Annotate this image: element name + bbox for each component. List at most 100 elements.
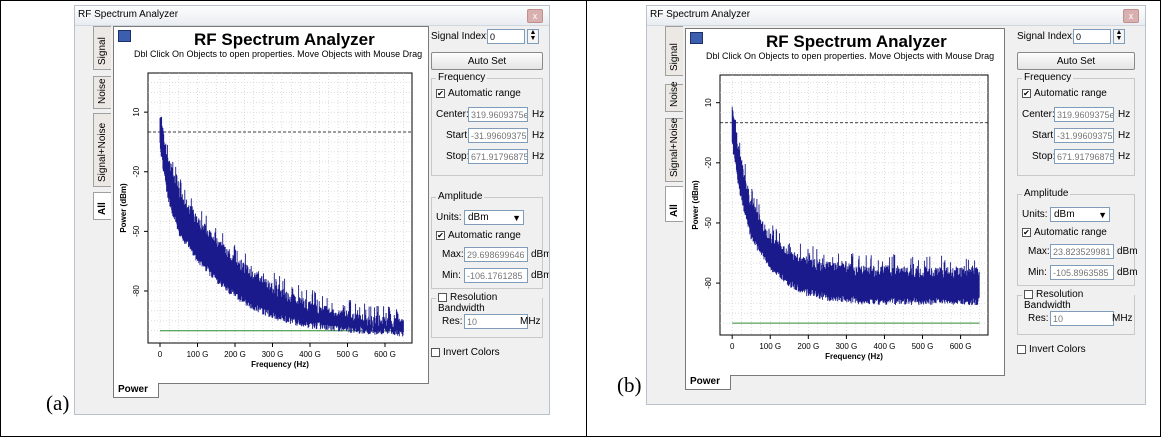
- x-tick-label: 300 G: [835, 342, 857, 351]
- window-titlebar: RF Spectrum Analyzer x: [75, 6, 549, 26]
- tab-label: Signal+Noise: [669, 117, 680, 177]
- max-unit: dBm: [1117, 246, 1138, 257]
- res-input[interactable]: 10: [1050, 311, 1114, 326]
- tab-signal-noise[interactable]: Signal+Noise: [93, 113, 111, 187]
- tab-signal[interactable]: Signal: [93, 26, 111, 70]
- x-tick-label: 500 G: [912, 342, 934, 351]
- amplitude-group-label: Amplitude: [436, 191, 485, 202]
- frequency-group-label: Frequency: [436, 72, 488, 83]
- resolution-group: Resolution Bandwidth Res: 10 MHz: [1017, 289, 1135, 335]
- plot-title: RF Spectrum Analyzer: [766, 32, 947, 51]
- min-input[interactable]: -105.8963585: [1050, 265, 1114, 280]
- resolution-group-label: Resolution Bandwidth: [1024, 289, 1084, 311]
- frequency-auto-range-checkbox[interactable]: ✔ Automatic range: [1022, 88, 1107, 99]
- y-tick-label: 10: [704, 98, 713, 107]
- stop-unit: Hz: [532, 151, 545, 162]
- tab-power[interactable]: Power: [685, 375, 732, 390]
- tab-all[interactable]: All: [665, 186, 683, 222]
- invert-colors-checkbox[interactable]: Invert Colors: [1017, 344, 1086, 355]
- panel-caption: (b): [617, 373, 642, 397]
- x-tick-label: 300 G: [262, 350, 284, 359]
- tab-power[interactable]: Power: [113, 383, 160, 398]
- start-unit: Hz: [1118, 130, 1131, 141]
- amplitude-group-label: Amplitude: [1022, 188, 1071, 199]
- amplitude-auto-range-label: Automatic range: [1034, 227, 1107, 238]
- signal-index-input[interactable]: 0: [1073, 29, 1111, 44]
- plot-panel[interactable]: RF Spectrum Analyzer Dbl Click On Object…: [685, 28, 1005, 376]
- units-value: dBm: [1054, 209, 1075, 220]
- plot-panel[interactable]: RF Spectrum Analyzer Dbl Click On Object…: [113, 26, 429, 384]
- tab-noise[interactable]: Noise: [665, 81, 683, 112]
- spectrum-trace: [731, 106, 980, 306]
- x-tick-label: 500 G: [337, 350, 359, 359]
- frequency-auto-range-label: Automatic range: [1034, 88, 1107, 99]
- min-label: Min:: [442, 270, 461, 281]
- amplitude-auto-range-checkbox[interactable]: ✔ Automatic range: [1022, 227, 1107, 238]
- tab-label: All: [669, 204, 680, 217]
- max-input[interactable]: 29.698699646: [464, 247, 528, 262]
- resolution-checkbox[interactable]: Resolution Bandwidth: [1022, 289, 1134, 311]
- checkbox-icon: [431, 347, 440, 357]
- resolution-group: Resolution Bandwidth Res: 10 MHz: [431, 292, 543, 338]
- tab-signal-noise[interactable]: Signal+Noise: [665, 118, 683, 182]
- start-input[interactable]: -31.99609375: [468, 128, 528, 143]
- spectrum-chart[interactable]: 0 100 G 200 G 300 G 400 G 500 G 600 G 10 -20 -50 -…: [114, 63, 428, 381]
- stop-input[interactable]: 671.91796875: [468, 149, 528, 164]
- x-tick-label: 100 G: [187, 350, 209, 359]
- app-icon: [690, 32, 703, 44]
- invert-colors-checkbox[interactable]: Invert Colors: [431, 347, 500, 358]
- start-input[interactable]: -31.99609375: [1054, 128, 1114, 143]
- center-input[interactable]: 319.9609375e: [468, 107, 528, 122]
- panel-caption: (a): [46, 391, 70, 415]
- amplitude-auto-range-label: Automatic range: [448, 230, 521, 241]
- spectrum-chart[interactable]: 0 100 G 200 G 300 G 400 G 500 G 600 G 10 -20 -50 -…: [686, 65, 1004, 373]
- y-tick-label: -20: [704, 156, 713, 168]
- frequency-group-label: Frequency: [1022, 72, 1074, 83]
- checkbox-icon: ✔: [436, 230, 445, 240]
- y-tick-label: -80: [704, 277, 713, 289]
- tab-noise[interactable]: Noise: [93, 76, 111, 109]
- res-unit: MHz: [1112, 313, 1133, 324]
- center-label: Center:: [436, 109, 469, 120]
- y-axis-title: Power (dBm): [119, 183, 128, 233]
- max-input[interactable]: 23.823529981: [1050, 244, 1114, 259]
- start-label: Start:: [1032, 130, 1056, 141]
- checkbox-icon: [1024, 289, 1033, 299]
- start-unit: Hz: [532, 130, 545, 141]
- y-tick-label: -50: [704, 217, 713, 229]
- tab-label: Noise: [669, 81, 680, 107]
- window-title: RF Spectrum Analyzer: [650, 9, 751, 20]
- checkbox-icon: ✔: [1022, 88, 1031, 98]
- invert-colors-label: Invert Colors: [1029, 344, 1086, 355]
- res-label: Res:: [1028, 313, 1049, 324]
- close-icon[interactable]: x: [1123, 9, 1139, 23]
- x-tick-label: 600 G: [374, 350, 396, 359]
- signal-index-input[interactable]: 0: [487, 29, 525, 44]
- settings-sidebar: Signal Index: 0 ▲ ▼ Auto Set Frequency ✔ A…: [431, 6, 549, 414]
- stop-input[interactable]: 671.91796875: [1054, 149, 1114, 164]
- window-titlebar: RF Spectrum Analyzer x: [647, 6, 1145, 26]
- signal-index-spinner[interactable]: ▲ ▼: [1113, 29, 1125, 44]
- resolution-checkbox[interactable]: Resolution Bandwidth: [436, 292, 542, 314]
- min-input[interactable]: -106.1761285: [464, 268, 528, 283]
- units-label: Units:: [436, 212, 462, 223]
- y-tick-label: -80: [132, 285, 141, 297]
- amplitude-auto-range-checkbox[interactable]: ✔ Automatic range: [436, 230, 521, 241]
- auto-set-button[interactable]: Auto Set: [431, 52, 543, 70]
- units-select[interactable]: dBm ▼: [1050, 207, 1110, 222]
- tab-signal[interactable]: Signal: [665, 26, 683, 76]
- plot-subtitle: Dbl Click On Objects to open properties.…: [134, 49, 423, 59]
- y-axis-title: Power (dBm): [691, 180, 700, 230]
- close-icon[interactable]: x: [527, 9, 543, 23]
- units-select[interactable]: dBm ▼: [464, 210, 524, 225]
- signal-index-spinner[interactable]: ▲ ▼: [527, 29, 539, 44]
- tab-all[interactable]: All: [93, 192, 111, 220]
- tab-label: Signal+Noise: [97, 122, 108, 182]
- vertical-tab-strip: Signal Noise Signal+Noise All: [93, 6, 113, 414]
- x-tick-label: 0: [158, 350, 163, 359]
- res-input[interactable]: 10: [464, 314, 528, 329]
- frequency-auto-range-checkbox[interactable]: ✔ Automatic range: [436, 88, 521, 99]
- signal-index-label: Signal Index:: [1017, 31, 1075, 42]
- auto-set-button[interactable]: Auto Set: [1017, 52, 1135, 70]
- center-input[interactable]: 319.9609375e: [1054, 107, 1114, 122]
